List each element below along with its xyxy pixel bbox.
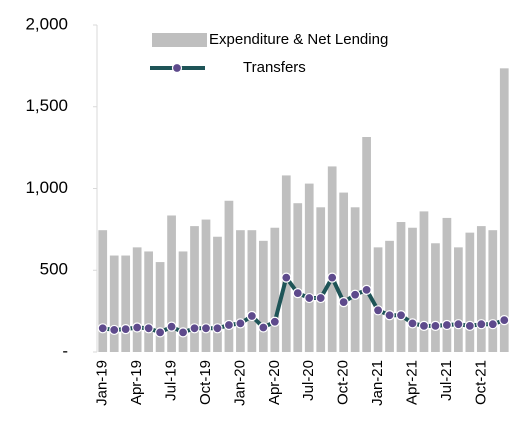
marker (372, 305, 384, 316)
marker (235, 318, 246, 329)
bar (408, 227, 417, 352)
x-tick-label: Jan-21 (369, 360, 386, 406)
marker (499, 315, 510, 326)
marker (97, 323, 108, 334)
bar (316, 207, 326, 352)
bar (373, 247, 383, 352)
marker (304, 292, 315, 304)
bar (132, 247, 142, 352)
bar (247, 230, 257, 352)
bar (385, 240, 394, 352)
bar (465, 232, 475, 352)
marker (418, 320, 430, 331)
y-tick-label: 500 (40, 260, 68, 279)
bar (499, 68, 509, 352)
marker (269, 316, 280, 327)
bar (270, 227, 280, 352)
x-tick-label: Jan-20 (231, 360, 248, 406)
bar (155, 262, 165, 352)
marker (120, 324, 131, 335)
y-tick-label: 2,000 (25, 14, 68, 33)
bar (431, 243, 440, 352)
marker (407, 318, 418, 329)
x-tick-label: Jan-19 (94, 360, 111, 406)
marker (453, 319, 464, 330)
marker (430, 320, 441, 331)
bar (293, 203, 303, 352)
bar (213, 236, 222, 352)
marker (177, 327, 189, 338)
marker (212, 323, 223, 334)
marker (315, 292, 326, 304)
bar (236, 230, 245, 352)
bar (178, 251, 188, 352)
bar (396, 222, 406, 352)
legend-marker (171, 62, 183, 74)
bar (167, 215, 176, 352)
marker (464, 320, 475, 331)
marker (189, 323, 200, 334)
x-tick-label: Jul-20 (300, 360, 317, 401)
bar (304, 183, 314, 352)
y-tick-label: 1,000 (25, 178, 68, 197)
marker (166, 321, 177, 332)
bar (201, 219, 211, 352)
bar (488, 230, 498, 352)
marker (338, 297, 349, 308)
marker (384, 310, 395, 321)
marker (395, 310, 407, 321)
y-tick-label: - (62, 341, 68, 360)
x-tick-label: Apr-20 (266, 360, 283, 405)
bar (339, 192, 349, 352)
bar (109, 255, 119, 352)
legend-label: Expenditure & Net Lending (209, 31, 388, 48)
bar (476, 226, 486, 352)
x-tick-label: Oct-19 (197, 360, 214, 405)
x-tick-label: Apr-21 (403, 360, 420, 405)
marker (258, 322, 269, 333)
marker (361, 284, 372, 295)
bar (327, 166, 337, 352)
bar (281, 175, 291, 352)
marker (143, 323, 154, 334)
marker (132, 322, 143, 333)
marker (200, 323, 212, 334)
x-tick-label: Jul-21 (438, 360, 455, 401)
x-tick-label: Oct-20 (335, 360, 352, 405)
bar (224, 200, 234, 352)
marker (246, 310, 257, 322)
marker (350, 289, 361, 300)
x-tick-label: Oct-21 (472, 360, 489, 405)
marker (487, 319, 498, 330)
bar (121, 255, 131, 352)
bar (442, 217, 452, 352)
marker (292, 288, 303, 299)
bar (258, 240, 268, 352)
bar (419, 211, 429, 352)
marker (476, 319, 487, 330)
marker (154, 327, 166, 338)
bar (362, 136, 371, 352)
marker (441, 319, 453, 331)
x-tick-label: Jul-19 (163, 360, 180, 401)
x-tick-label: Apr-19 (128, 360, 145, 405)
bar (190, 226, 199, 352)
legend-label: Transfers (243, 59, 306, 76)
y-tick-label: 1,500 (25, 96, 68, 115)
legend-swatch (152, 33, 207, 47)
bar (454, 247, 463, 352)
marker (223, 319, 235, 331)
bar (144, 251, 153, 352)
marker (281, 272, 292, 283)
marker (327, 272, 338, 283)
bar (350, 207, 360, 352)
bar (98, 230, 108, 352)
marker (109, 324, 120, 336)
